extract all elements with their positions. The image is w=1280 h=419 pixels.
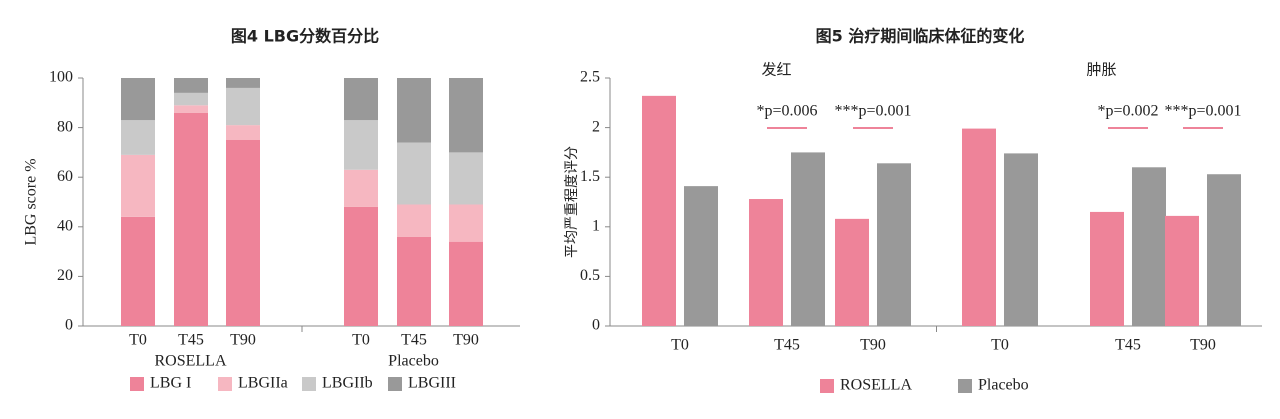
y-tick-label: 1.5 bbox=[580, 168, 600, 185]
bar-segment bbox=[226, 78, 260, 88]
legend-label: LBGIIa bbox=[238, 375, 288, 392]
legend-swatch bbox=[958, 379, 972, 393]
legend-label: LBG I bbox=[150, 375, 191, 392]
bar-segment bbox=[174, 78, 208, 93]
bar bbox=[642, 95, 676, 326]
x-tick-label: T90 bbox=[230, 332, 256, 349]
x-tick-label: T45 bbox=[178, 332, 204, 349]
legend-swatch bbox=[388, 377, 402, 391]
x-tick-label: T0 bbox=[129, 332, 147, 349]
legend-label: LBGIIb bbox=[322, 375, 373, 392]
bar-segment bbox=[174, 105, 208, 113]
legend-swatch bbox=[130, 377, 144, 391]
y-tick-label: 60 bbox=[57, 168, 73, 185]
bar-segment bbox=[121, 216, 155, 326]
bar-segment bbox=[397, 236, 431, 326]
bar bbox=[835, 218, 869, 326]
y-tick-label: 0 bbox=[65, 317, 73, 334]
panel-label: 肿胀 bbox=[1086, 61, 1116, 79]
x-tick-label: T90 bbox=[860, 337, 886, 354]
bar-segment bbox=[121, 154, 155, 217]
bar bbox=[1132, 167, 1166, 326]
bar-segment bbox=[121, 78, 155, 121]
bar bbox=[1207, 174, 1241, 326]
bar bbox=[749, 199, 783, 326]
y-tick-label: 0 bbox=[592, 317, 600, 334]
bar bbox=[791, 152, 825, 326]
bar-segment bbox=[449, 78, 483, 153]
annotation: ***p=0.001 bbox=[834, 103, 911, 120]
x-tick-label: T45 bbox=[401, 332, 427, 349]
y-axis-label: 平均严重程度评分 bbox=[564, 146, 580, 258]
x-tick-label: T45 bbox=[1115, 337, 1141, 354]
bar-segment bbox=[344, 120, 378, 170]
legend-label: Placebo bbox=[978, 377, 1029, 394]
bar bbox=[1090, 211, 1124, 326]
bar bbox=[1165, 215, 1199, 326]
legend-swatch bbox=[302, 377, 316, 391]
y-tick-label: 1 bbox=[592, 217, 600, 234]
y-tick-label: 20 bbox=[57, 267, 73, 284]
y-tick-label: 80 bbox=[57, 118, 73, 135]
chart-title: 图4 LBG分数百分比 bbox=[231, 27, 379, 46]
y-tick-label: 100 bbox=[49, 69, 73, 86]
bar-segment bbox=[226, 140, 260, 326]
y-axis-label: LBG score % bbox=[23, 158, 40, 245]
y-tick-label: 40 bbox=[57, 217, 73, 234]
legend-swatch bbox=[820, 379, 834, 393]
panel-label: 发红 bbox=[761, 61, 791, 79]
bar-segment bbox=[397, 78, 431, 143]
legend-swatch bbox=[218, 377, 232, 391]
y-tick-label: 2.5 bbox=[580, 69, 600, 86]
bar-segment bbox=[449, 152, 483, 205]
y-tick-label: 2 bbox=[592, 118, 600, 135]
x-tick-label: T0 bbox=[991, 337, 1009, 354]
bar-segment bbox=[174, 92, 208, 106]
bar-segment bbox=[174, 112, 208, 326]
group-label: ROSELLA bbox=[155, 353, 227, 370]
bar bbox=[1004, 153, 1038, 326]
chart-title: 图5 治疗期间临床体征的变化 bbox=[816, 27, 1025, 46]
x-tick-label: T90 bbox=[453, 332, 479, 349]
bar-segment bbox=[226, 125, 260, 140]
bar-segment bbox=[449, 204, 483, 242]
x-tick-label: T45 bbox=[774, 337, 800, 354]
bar-segment bbox=[344, 206, 378, 326]
annotation: *p=0.002 bbox=[1097, 103, 1158, 120]
bar-segment bbox=[397, 142, 431, 205]
x-tick-label: T0 bbox=[671, 337, 689, 354]
x-tick-label: T90 bbox=[1190, 337, 1216, 354]
annotation: ***p=0.001 bbox=[1164, 103, 1241, 120]
bar-segment bbox=[449, 241, 483, 326]
bar bbox=[877, 163, 911, 326]
bar-segment bbox=[397, 204, 431, 237]
annotation: *p=0.006 bbox=[756, 103, 817, 120]
bar bbox=[962, 128, 996, 326]
bar-segment bbox=[344, 78, 378, 121]
bar bbox=[684, 186, 718, 326]
bar-segment bbox=[121, 120, 155, 155]
bar-segment bbox=[226, 87, 260, 126]
legend-label: LBGIII bbox=[408, 375, 456, 392]
x-tick-label: T0 bbox=[352, 332, 370, 349]
y-tick-label: 0.5 bbox=[580, 267, 600, 284]
group-label: Placebo bbox=[388, 353, 439, 370]
legend-label: ROSELLA bbox=[840, 377, 912, 394]
bar-segment bbox=[344, 169, 378, 207]
